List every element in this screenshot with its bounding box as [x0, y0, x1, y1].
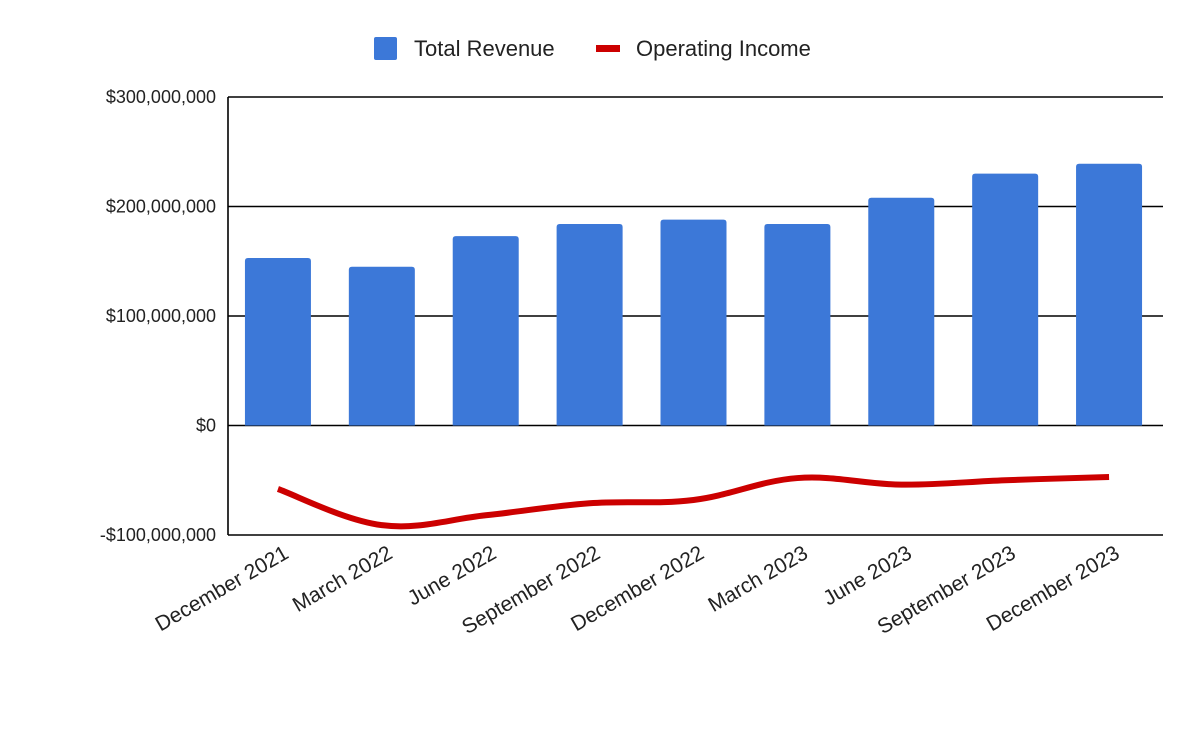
bar [244, 257, 311, 426]
x-tick-label: June 2022 [404, 541, 500, 610]
bar [764, 224, 831, 426]
x-tick-label: March 2023 [704, 541, 812, 616]
bar [452, 236, 519, 426]
bar [556, 224, 623, 426]
legend-label: Total Revenue [414, 36, 555, 61]
bar [348, 266, 415, 426]
bar [1076, 163, 1143, 426]
x-tick-label: December 2021 [152, 541, 293, 636]
bar [660, 219, 727, 426]
operating-income-line [276, 473, 1110, 530]
x-tick-label: June 2023 [819, 541, 915, 610]
legend-label: Operating Income [636, 36, 811, 61]
bar [868, 197, 935, 426]
legend-swatch-line [596, 45, 620, 52]
bar [972, 173, 1039, 426]
bar-series [244, 163, 1143, 426]
y-tick-label: $100,000,000 [106, 306, 216, 326]
y-axis: $300,000,000 $200,000,000 $100,000,000 $0 -$… [100, 87, 229, 545]
x-tick-label: March 2022 [289, 541, 397, 616]
legend-swatch-bar [374, 37, 397, 60]
y-tick-label: -$100,000,000 [100, 525, 216, 545]
y-tick-label: $300,000,000 [106, 87, 216, 107]
y-tick-label: $0 [196, 416, 216, 436]
line-series [276, 473, 1110, 530]
y-tick-label: $200,000,000 [106, 197, 216, 217]
legend: Total Revenue Operating Income [374, 36, 811, 61]
